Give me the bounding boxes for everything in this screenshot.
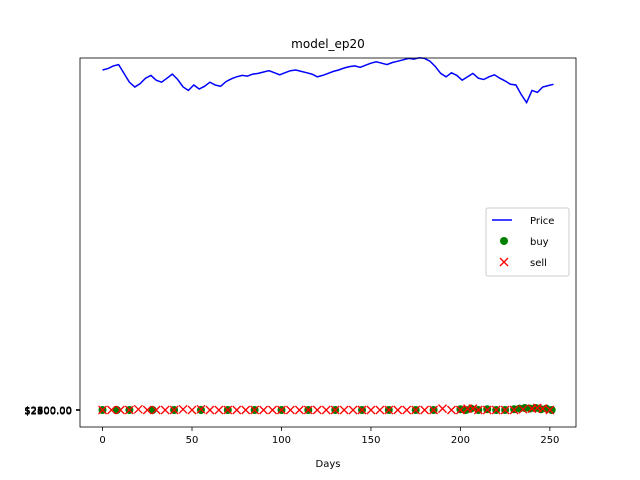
sell-point bbox=[160, 405, 170, 415]
legend-swatch bbox=[500, 237, 508, 245]
sell-point bbox=[482, 405, 492, 415]
sell-point bbox=[124, 405, 134, 415]
sell-point bbox=[357, 405, 367, 415]
sell-point bbox=[411, 405, 421, 415]
sell-point bbox=[330, 405, 340, 415]
sell-point bbox=[294, 405, 304, 415]
sell-point bbox=[107, 405, 116, 415]
sell-point bbox=[98, 405, 108, 415]
legend-label: sell bbox=[530, 258, 547, 269]
sell-point bbox=[420, 405, 430, 415]
legend-item-sell: sell bbox=[499, 257, 547, 269]
y-tick-label: $2500.00 bbox=[24, 406, 72, 417]
sell-point bbox=[491, 405, 501, 415]
legend-item-buy: buy bbox=[500, 237, 549, 248]
sell-point bbox=[509, 405, 519, 415]
buy-point bbox=[547, 406, 556, 414]
y-tick-label: $2300.00 bbox=[24, 406, 72, 417]
sell-point bbox=[196, 404, 206, 414]
sell-point bbox=[151, 405, 161, 415]
sell-point bbox=[205, 405, 215, 415]
legend-label: Price bbox=[530, 216, 554, 227]
sell-point bbox=[133, 404, 143, 414]
sell-point bbox=[223, 405, 233, 415]
sell-point bbox=[178, 404, 188, 414]
series-Price bbox=[102, 57, 554, 105]
sell-point bbox=[375, 405, 385, 415]
sell-point bbox=[348, 405, 358, 415]
legend: Price buy sell bbox=[485, 207, 570, 277]
y-tick-label: $2700.00 bbox=[24, 406, 72, 417]
sell-point bbox=[277, 405, 286, 415]
sell-point bbox=[250, 405, 260, 415]
x-tick-label: 50 bbox=[186, 435, 199, 446]
sell-point bbox=[285, 405, 295, 415]
sell-point bbox=[500, 405, 510, 415]
legend-label: buy bbox=[530, 237, 549, 248]
x-tick-label: 0 bbox=[99, 435, 105, 446]
axes: 0 50 100 150 200 250 $2300.00$2400.00$2500.00$… bbox=[24, 57, 577, 446]
sell-point bbox=[438, 404, 447, 414]
sell-point bbox=[384, 405, 394, 415]
sell-point bbox=[545, 405, 555, 415]
legend-item-price: Price bbox=[492, 216, 554, 227]
legend-box bbox=[485, 207, 570, 277]
sell-point bbox=[312, 405, 322, 415]
sell-point bbox=[259, 405, 269, 415]
series-line-price bbox=[102, 57, 554, 105]
sell-point bbox=[429, 405, 439, 415]
sell-point bbox=[142, 405, 152, 415]
x-tick-label: 150 bbox=[361, 435, 380, 446]
sell-point bbox=[518, 404, 528, 414]
sell-point bbox=[447, 405, 456, 415]
y-tick-label: $2400.00 bbox=[24, 406, 72, 417]
sell-point bbox=[402, 405, 412, 415]
sell-point bbox=[366, 405, 376, 415]
sell-point bbox=[339, 405, 349, 415]
sell-point bbox=[232, 405, 242, 415]
sell-point bbox=[538, 404, 548, 414]
x-tick-label: 250 bbox=[540, 435, 559, 446]
series-layer bbox=[98, 57, 556, 415]
series-sell bbox=[98, 403, 555, 415]
sell-point bbox=[468, 404, 478, 414]
sell-point bbox=[214, 405, 224, 415]
sell-point bbox=[241, 405, 251, 415]
x-axis-label: Days bbox=[316, 459, 341, 470]
sell-point bbox=[169, 405, 179, 415]
sell-point bbox=[115, 405, 125, 415]
sell-point bbox=[455, 405, 465, 415]
y-tick-label: $2600.00 bbox=[24, 406, 72, 417]
sell-point bbox=[473, 405, 483, 415]
sell-point bbox=[303, 405, 313, 415]
x-tick-label: 100 bbox=[272, 435, 291, 446]
sell-point bbox=[393, 405, 403, 415]
sell-point bbox=[321, 405, 331, 415]
axes-frame bbox=[79, 57, 577, 428]
y-tick-label: $2800.00 bbox=[24, 406, 72, 417]
legend-swatch bbox=[499, 257, 509, 267]
sell-point bbox=[187, 405, 197, 415]
chart-title: model_ep20 bbox=[291, 37, 365, 51]
sell-point bbox=[268, 405, 277, 415]
x-tick-label: 200 bbox=[451, 435, 470, 446]
